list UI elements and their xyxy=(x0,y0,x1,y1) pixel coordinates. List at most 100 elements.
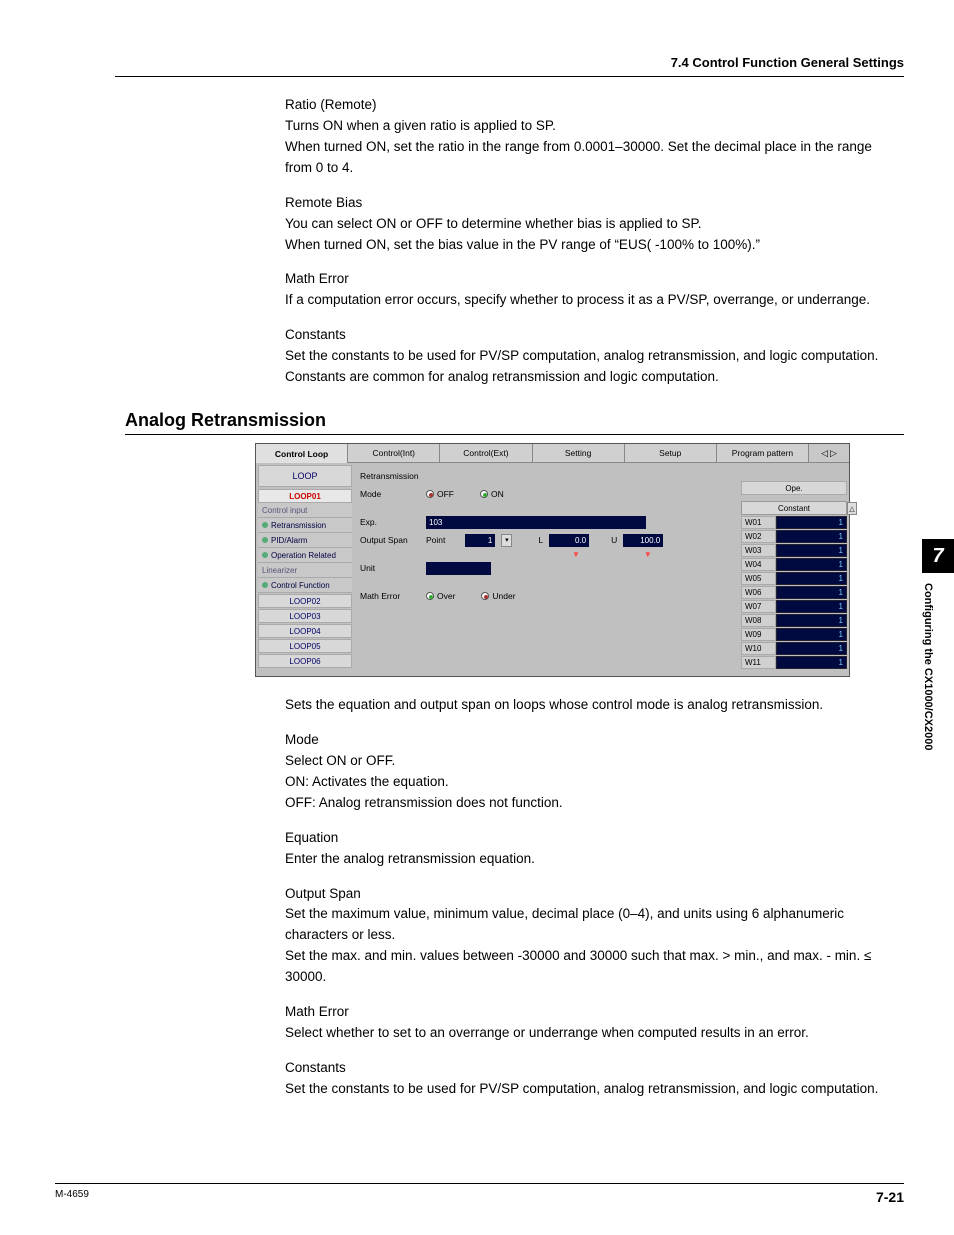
loop-entry[interactable]: LOOP04 xyxy=(258,624,352,638)
constants2-body: Set the constants to be used for PV/SP c… xyxy=(285,1079,889,1100)
mode-off-radio[interactable]: OFF xyxy=(426,489,454,499)
constant-row: W071 xyxy=(741,600,847,613)
loop-entry[interactable]: LOOP02 xyxy=(258,594,352,608)
constant-key: W06 xyxy=(741,586,776,599)
u-marker-icon: ▼ xyxy=(644,550,652,559)
ope-button[interactable]: Ope. xyxy=(741,481,847,495)
constant-key: W07 xyxy=(741,600,776,613)
settings-panel: Retransmission Mode OFF ON Exp. 103 Outp… xyxy=(354,463,739,676)
section-header: 7.4 Control Function General Settings xyxy=(115,55,904,77)
constant-value[interactable]: 1 xyxy=(776,642,847,655)
tab-setting[interactable]: Setting xyxy=(533,444,625,463)
constant-key: W01 xyxy=(741,516,776,529)
constant-key: W10 xyxy=(741,642,776,655)
nav-right-icon[interactable]: ▷ xyxy=(830,448,837,459)
constant-key: W02 xyxy=(741,530,776,543)
loop-entry[interactable]: LOOP06 xyxy=(258,654,352,668)
constant-row: W081 xyxy=(741,614,847,627)
analog-retransmission-heading: Analog Retransmission xyxy=(125,410,904,435)
point-field[interactable]: 1 xyxy=(465,534,495,547)
math-error2-title: Math Error xyxy=(285,1002,889,1023)
remote-bias-title: Remote Bias xyxy=(285,193,889,214)
constant-key: W04 xyxy=(741,558,776,571)
constant-value[interactable]: 1 xyxy=(776,558,847,571)
constants-title: Constants xyxy=(285,325,889,346)
tab-program-pattern[interactable]: Program pattern xyxy=(717,444,809,463)
output-span-label: Output Span xyxy=(360,535,420,545)
tab-bar: Control Loop Control(Int) Control(Ext) S… xyxy=(256,444,849,463)
exp-label: Exp. xyxy=(360,517,420,527)
page-number: 7-21 xyxy=(876,1189,904,1205)
mode-desc-title: Mode xyxy=(285,730,889,751)
constant-value[interactable]: 1 xyxy=(776,572,847,585)
constant-row: W111 xyxy=(741,656,847,669)
exp-field[interactable]: 103 xyxy=(426,516,646,529)
math-over-radio[interactable]: Over xyxy=(426,591,455,601)
constant-row: W011 xyxy=(741,516,847,529)
loop-entry[interactable]: LOOP05 xyxy=(258,639,352,653)
tab-nav[interactable]: ◁ ▷ xyxy=(809,444,849,463)
l-marker-icon: ▼ xyxy=(572,550,580,559)
mode-desc-body: Select ON or OFF. ON: Activates the equa… xyxy=(285,751,889,814)
output-span-body: Set the maximum value, minimum value, de… xyxy=(285,904,889,988)
constant-row: W021 xyxy=(741,530,847,543)
math-under-radio[interactable]: Under xyxy=(481,591,515,601)
point-dropdown-icon[interactable]: ▾ xyxy=(501,534,512,547)
constant-value[interactable]: 1 xyxy=(776,586,847,599)
constant-key: W09 xyxy=(741,628,776,641)
ratio-title: Ratio (Remote) xyxy=(285,95,889,116)
loop-header[interactable]: LOOP xyxy=(258,465,352,487)
l-label: L xyxy=(538,535,543,545)
l-field[interactable]: 0.0 xyxy=(549,534,589,547)
constant-value[interactable]: 1 xyxy=(776,600,847,613)
constant-row: W051 xyxy=(741,572,847,585)
scroll-up-icon[interactable]: △ xyxy=(847,502,857,515)
analog-intro: Sets the equation and output span on loo… xyxy=(285,695,889,716)
doc-id: M-4659 xyxy=(55,1189,89,1205)
constant-header: Constant △ xyxy=(741,501,847,515)
unit-field[interactable] xyxy=(426,562,491,575)
constant-value[interactable]: 1 xyxy=(776,516,847,529)
equation-title: Equation xyxy=(285,828,889,849)
constant-value[interactable]: 1 xyxy=(776,530,847,543)
output-span-title: Output Span xyxy=(285,884,889,905)
settings-dialog: Control Loop Control(Int) Control(Ext) S… xyxy=(255,443,850,677)
tab-control-loop[interactable]: Control Loop xyxy=(256,444,348,463)
constant-row: W101 xyxy=(741,642,847,655)
loop-item[interactable]: Operation Related xyxy=(258,548,352,563)
u-field[interactable]: 100.0 xyxy=(623,534,663,547)
constant-row: W041 xyxy=(741,558,847,571)
constant-row: W091 xyxy=(741,628,847,641)
tab-control-ext[interactable]: Control(Ext) xyxy=(440,444,532,463)
chapter-number: 7 xyxy=(922,539,954,573)
constants2-title: Constants xyxy=(285,1058,889,1079)
constant-key: W03 xyxy=(741,544,776,557)
u-label: U xyxy=(611,535,617,545)
unit-label: Unit xyxy=(360,563,420,573)
loop-item[interactable]: Control Function xyxy=(258,578,352,593)
retransmission-label: Retransmission xyxy=(360,471,420,481)
loop-item[interactable]: Retransmission xyxy=(258,518,352,533)
nav-left-icon[interactable]: ◁ xyxy=(821,448,828,459)
constant-value[interactable]: 1 xyxy=(776,544,847,557)
loop-item[interactable]: PID/Alarm xyxy=(258,533,352,548)
loop-item[interactable]: Linearizer xyxy=(258,563,352,578)
loop-item[interactable]: Control input xyxy=(258,503,352,518)
loop-active[interactable]: LOOP01 xyxy=(258,489,352,503)
loop-entry[interactable]: LOOP03 xyxy=(258,609,352,623)
ratio-body: Turns ON when a given ratio is applied t… xyxy=(285,116,889,179)
tab-setup[interactable]: Setup xyxy=(625,444,717,463)
mode-label: Mode xyxy=(360,489,420,499)
constant-key: W08 xyxy=(741,614,776,627)
chapter-title: Configuring the CX1000/CX2000 xyxy=(922,573,934,829)
constant-value[interactable]: 1 xyxy=(776,656,847,669)
point-label: Point xyxy=(426,535,445,545)
constant-value[interactable]: 1 xyxy=(776,614,847,627)
equation-body: Enter the analog retransmission equation… xyxy=(285,849,889,870)
tab-control-int[interactable]: Control(Int) xyxy=(348,444,440,463)
constant-value[interactable]: 1 xyxy=(776,628,847,641)
constant-row: W031 xyxy=(741,544,847,557)
math-error-title: Math Error xyxy=(285,269,889,290)
constant-key: W05 xyxy=(741,572,776,585)
mode-on-radio[interactable]: ON xyxy=(480,489,504,499)
